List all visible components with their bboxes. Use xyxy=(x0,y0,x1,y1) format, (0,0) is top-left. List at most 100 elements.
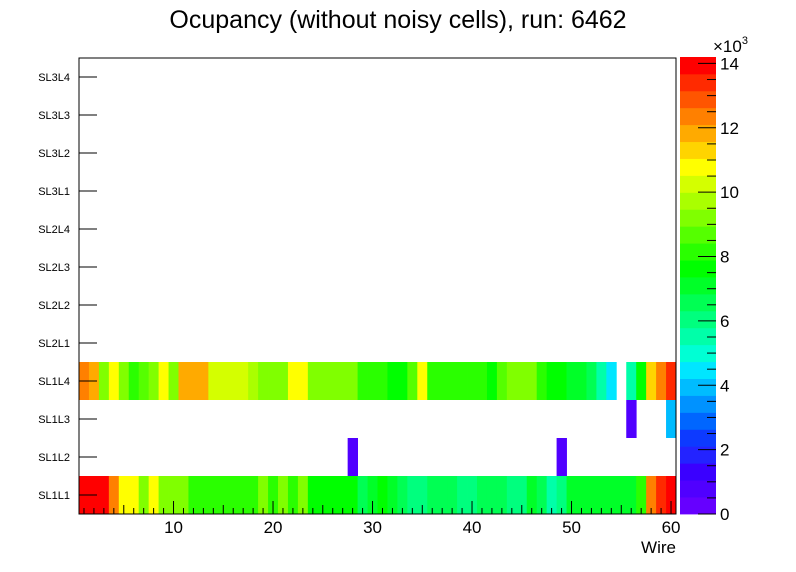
heatmap-cell xyxy=(178,362,189,400)
heatmap-cell xyxy=(148,362,159,400)
heatmap-cell xyxy=(168,362,179,400)
y-axis: SL1L1 SL1L2 SL1L3 SL1L4 SL2L1 SL2L2 SL2L3 SL2L4… xyxy=(38,72,97,502)
heatmap-cell xyxy=(327,362,339,400)
x-tick-label: 30 xyxy=(363,518,382,537)
y-tick-label: SL3L3 xyxy=(38,110,70,122)
heatmap-cell xyxy=(526,362,538,400)
heatmap-cell xyxy=(457,476,468,514)
heatmap-cell xyxy=(387,362,398,400)
heatmap-cell xyxy=(656,476,667,514)
heatmap-cell xyxy=(417,476,428,514)
heatmap-cell xyxy=(486,362,498,400)
heatmap-cell xyxy=(467,476,478,514)
heatmap-cell xyxy=(397,476,408,514)
heatmap-cell xyxy=(606,476,617,514)
y-tick-label: SL3L1 xyxy=(38,186,70,198)
heatmap-cell xyxy=(128,476,140,514)
heatmap-cell xyxy=(387,476,398,514)
heatmap-cell xyxy=(397,362,408,400)
heatmap-cell xyxy=(208,476,219,514)
heatmap-cell xyxy=(238,476,249,514)
plot-frame xyxy=(78,57,677,515)
heatmap-cell xyxy=(128,362,140,400)
heatmap-cell xyxy=(297,362,309,400)
heatmap-cell xyxy=(138,476,150,514)
color-scale-band xyxy=(680,277,716,295)
color-scale-tick-label: 8 xyxy=(720,248,729,267)
heatmap-cell xyxy=(118,362,130,400)
heatmap-cell xyxy=(357,476,368,514)
heatmap-cell xyxy=(417,362,428,400)
heatmap-cell xyxy=(228,476,239,514)
heatmap-cell xyxy=(586,476,597,514)
heatmap-cell xyxy=(108,362,120,400)
y-tick-label: SL2L3 xyxy=(38,262,70,274)
heatmap-cell xyxy=(367,362,378,400)
color-scale-tick-label: 14 xyxy=(720,54,739,73)
heatmap-cell xyxy=(407,362,418,400)
x-tick-label: 10 xyxy=(164,518,183,537)
color-scale-band xyxy=(680,175,716,193)
x-tick-label: 20 xyxy=(264,518,283,537)
x-tick-label: 50 xyxy=(562,518,581,537)
heatmap-cell xyxy=(108,476,120,514)
heatmap-cell xyxy=(447,362,458,400)
heatmap-cell xyxy=(278,362,289,400)
color-scale-band xyxy=(680,463,716,481)
color-scale-tick-label: 2 xyxy=(720,441,729,460)
color-scale xyxy=(680,57,716,515)
heatmap-cell xyxy=(178,476,189,514)
heatmap-cell xyxy=(576,362,587,400)
heatmap-cell xyxy=(586,362,597,400)
y-tick-label: SL2L2 xyxy=(38,300,70,312)
color-scale-band xyxy=(680,73,716,92)
heatmap-cell xyxy=(118,476,130,514)
heatmap-cell xyxy=(258,362,269,400)
chart-title: Ocupancy (without noisy cells), run: 646… xyxy=(169,6,626,34)
heatmap-cell xyxy=(576,476,587,514)
heatmap-cell xyxy=(377,476,388,514)
y-tick-label: SL1L4 xyxy=(38,376,70,388)
y-tick-label: SL1L1 xyxy=(38,490,70,502)
y-tick-label: SL3L2 xyxy=(38,148,70,160)
heatmap-cell xyxy=(666,362,677,400)
color-scale-band xyxy=(680,107,716,126)
color-scale-axis: 0 2 4 6 8 10 12 14 xyxy=(698,54,739,524)
heatmap-cell xyxy=(437,362,448,400)
heatmap-cell xyxy=(188,476,199,514)
x-tick-label: 60 xyxy=(662,518,681,537)
color-scale-tick-label: 4 xyxy=(720,376,729,395)
y-tick-label: SL3L4 xyxy=(38,72,70,84)
heatmap-cell xyxy=(536,362,548,400)
color-scale-band xyxy=(680,310,716,329)
color-scale-band xyxy=(680,226,716,244)
heatmap-cell xyxy=(337,476,349,514)
color-scale-band xyxy=(680,344,716,363)
heatmap-cell xyxy=(496,362,508,400)
color-scale-band xyxy=(680,90,716,109)
heatmap-cell xyxy=(566,362,577,400)
color-scale-band xyxy=(680,141,716,159)
heatmap-cell xyxy=(516,476,528,514)
color-scale-band xyxy=(680,429,716,447)
x-axis: 10 20 30 40 50 60 xyxy=(83,501,681,537)
color-scale-tick-label: 0 xyxy=(720,505,729,524)
heatmap-cell xyxy=(168,476,179,514)
heatmap-cell xyxy=(606,362,617,400)
heatmap-cell xyxy=(188,362,199,400)
heatmap-cell xyxy=(636,362,647,400)
heatmap-cell xyxy=(556,362,567,400)
color-scale-band xyxy=(680,124,716,143)
heatmap-cell xyxy=(198,362,209,400)
heatmap-cell xyxy=(536,476,548,514)
heatmap-cell xyxy=(427,362,438,400)
color-scale-band xyxy=(680,497,716,515)
color-scale-band xyxy=(680,293,716,312)
heatmap-cell xyxy=(447,476,458,514)
heatmap-cell xyxy=(278,476,289,514)
heatmap-cell xyxy=(626,400,637,438)
heatmap-cell xyxy=(327,476,339,514)
heatmap-cell xyxy=(626,476,637,514)
heatmap-cell xyxy=(367,476,378,514)
